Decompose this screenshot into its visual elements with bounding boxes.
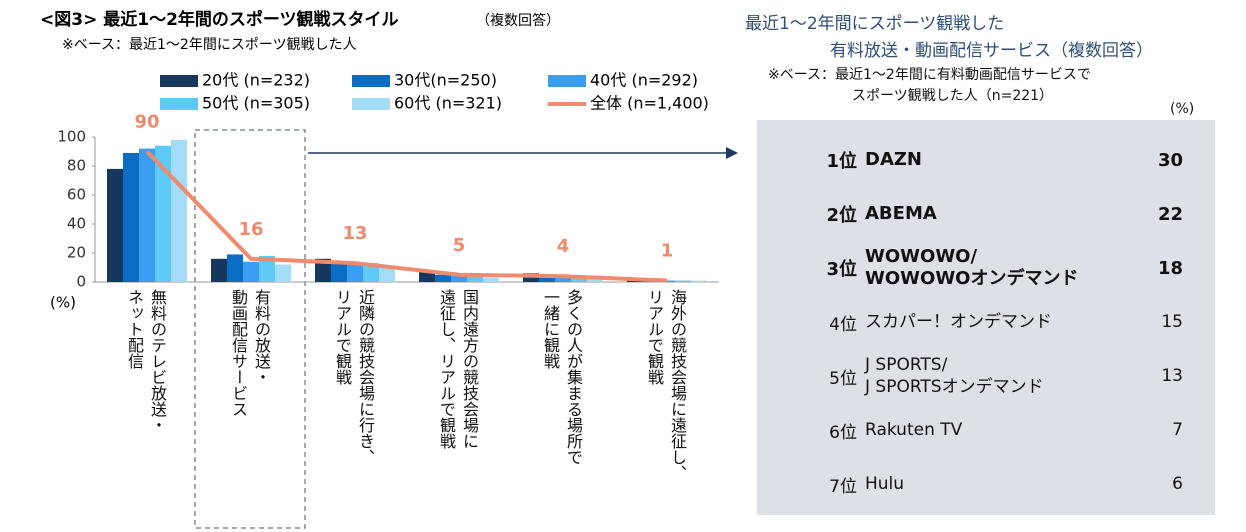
rank: 2位: [826, 205, 857, 226]
x-tick-label: 海外の競技会場に遠征し、 リアルで観戦: [645, 289, 687, 481]
bar: [347, 264, 363, 282]
bar: [659, 280, 675, 282]
data-label: 5: [453, 235, 466, 256]
ranking-title: 最近1～2年間にスポーツ観戦した: [745, 14, 1005, 34]
ranking-note: ※ベース：最近1～2年間に有料動画配信サービスで: [768, 67, 1091, 83]
arrow-head: [726, 147, 738, 159]
bar: [555, 276, 571, 282]
legend-swatch: [352, 75, 390, 87]
ranking-row: 1位 DAZN 30: [757, 133, 1215, 187]
value: 30: [1157, 149, 1183, 171]
bar: [107, 168, 123, 282]
value: 18: [1157, 257, 1183, 279]
value: 6: [1172, 474, 1183, 494]
rank: 4位: [829, 314, 857, 335]
bar: [675, 280, 691, 282]
rank: 3位: [826, 259, 857, 280]
chart-title: <図3> 最近1～2年間のスポーツ観戦スタイル: [40, 9, 399, 30]
x-tick-label: 国内遠方の競技会場に 遠征し、リアルで観戦: [437, 289, 479, 449]
rank: 7位: [829, 476, 857, 497]
bar: [451, 274, 467, 282]
bar: [467, 276, 483, 282]
bar: [123, 152, 139, 282]
legend-label: 50代 (n=305): [202, 94, 310, 113]
ranking-unit: (%): [1170, 101, 1195, 117]
data-label: 90: [134, 112, 159, 133]
bar: [379, 266, 395, 282]
x-tick-label: 有料の放送・ 動画配信サービス: [229, 289, 271, 417]
bar: [539, 276, 555, 282]
ranking-row: 5位 J SPORTS/ J SPORTSオンデマンド 13: [757, 349, 1215, 403]
bar: [211, 258, 227, 282]
ranking-row: 7位 Hulu 6: [757, 457, 1215, 511]
legend-label: 全体 (n=1,400): [590, 94, 709, 113]
ranking-row: 3位 WOWOWO/ WOWOWOオンデマンド 18: [757, 241, 1215, 295]
legend-swatch: [352, 98, 390, 110]
rank: 5位: [829, 368, 857, 389]
bar: [571, 277, 587, 282]
rank: 6位: [829, 422, 857, 443]
service-name: ABEMA: [865, 203, 937, 224]
y-tick-label: 0: [76, 273, 86, 291]
x-tick-label: 近隣の競技会場に行き、 リアルで観戦: [333, 289, 375, 465]
value: 13: [1161, 366, 1183, 386]
bar: [331, 261, 347, 282]
service-name: Hulu: [865, 474, 905, 494]
ranking-row: 4位 スカパー！オンデマンド 15: [757, 295, 1215, 349]
legend-label: 30代(n=250): [394, 71, 497, 90]
bar: [483, 277, 499, 282]
data-label: 4: [557, 236, 570, 257]
bar: [259, 255, 275, 282]
service-name: DAZN: [865, 149, 922, 170]
highlight-box: [194, 129, 306, 529]
legend-label: 60代 (n=321): [394, 94, 502, 113]
y-axis-label: (%): [50, 294, 76, 312]
chart-subtitle: ※ベース：最近1～2年間にスポーツ観戦した人: [62, 36, 357, 53]
ranking-row: 6位 Rakuten TV 7: [757, 403, 1215, 457]
legend-label: 20代 (n=232): [202, 71, 310, 90]
legend-swatch: [548, 75, 586, 87]
chart-title-note: （複数回答）: [476, 12, 560, 29]
ranking-title: 有料放送・動画配信サービス（複数回答）: [830, 41, 1153, 61]
y-tick-label: 80: [67, 157, 86, 175]
value: 15: [1161, 312, 1183, 332]
bar: [435, 274, 451, 282]
bar: [691, 280, 707, 282]
service-name: スカパー！オンデマンド: [865, 312, 1052, 332]
bar: [171, 139, 187, 282]
service-name: WOWOWO/ WOWOWOオンデマンド: [865, 246, 1079, 289]
rank: 1位: [826, 151, 857, 172]
bar: [275, 264, 291, 282]
value: 7: [1172, 420, 1183, 440]
bar: [315, 258, 331, 282]
y-tick-label: 100: [57, 128, 86, 146]
bar: [419, 271, 435, 282]
total-line: [145, 150, 668, 283]
data-label: 1: [661, 241, 674, 262]
legend-swatch: [160, 75, 198, 87]
legend-label: 40代 (n=292): [590, 71, 698, 90]
y-tick-label: 60: [67, 186, 86, 204]
y-tick-label: 40: [67, 215, 86, 233]
value: 22: [1157, 203, 1183, 225]
service-name: J SPORTS/ J SPORTSオンデマンド: [865, 355, 1044, 397]
data-label: 16: [238, 219, 263, 240]
ranking-row: 2位 ABEMA 22: [757, 187, 1215, 241]
y-tick-label: 20: [67, 244, 86, 262]
bar: [139, 148, 155, 282]
bar: [363, 263, 379, 282]
bar: [227, 254, 243, 282]
data-label: 13: [342, 223, 367, 244]
x-tick-label: 多くの人が集まる場所で 一緒に観戦: [541, 289, 583, 465]
service-name: Rakuten TV: [865, 420, 963, 440]
legend-swatch: [160, 98, 198, 110]
ranking-panel: 1位 DAZN 30 2位 ABEMA 22 3位 WOWOWO/ WOWOWOオンデマンド 1…: [757, 120, 1215, 515]
ranking-note: スポーツ観戦した人（n=221）: [852, 88, 1054, 104]
bar: [155, 145, 171, 282]
bar: [587, 277, 603, 282]
bar: [243, 261, 259, 282]
x-tick-label: 無料のテレビ放送・ ネット配信: [125, 289, 167, 433]
